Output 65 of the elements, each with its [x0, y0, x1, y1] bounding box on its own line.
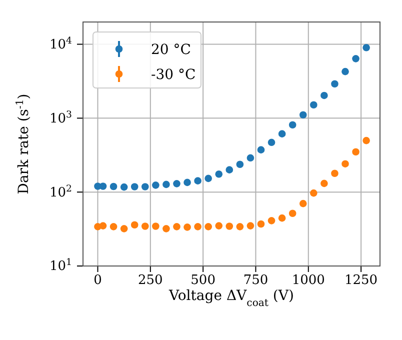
point — [310, 101, 318, 109]
point — [99, 182, 107, 190]
point — [299, 200, 307, 208]
point — [162, 225, 170, 232]
x-tick-label: 750 — [243, 273, 268, 288]
point — [268, 138, 276, 146]
point — [120, 183, 128, 191]
point — [184, 224, 191, 231]
point — [120, 225, 128, 232]
y-tick-label: 10$^{1}$ — [50, 256, 72, 274]
point — [173, 180, 180, 188]
point — [226, 222, 234, 230]
point — [215, 222, 223, 230]
point — [152, 182, 160, 189]
point — [110, 182, 118, 190]
x-axis-title: Voltage ΔV$_{coat}$ (V) — [168, 288, 294, 308]
point — [320, 92, 328, 100]
x-tick-label: 0 — [94, 273, 102, 288]
point — [362, 136, 370, 144]
x-tick-label: 500 — [190, 273, 216, 288]
point — [236, 160, 244, 168]
point — [99, 222, 107, 230]
point — [141, 183, 149, 190]
point — [246, 154, 254, 162]
point — [331, 80, 338, 88]
point — [288, 121, 296, 128]
y-tick-label: 10$^{2}$ — [50, 182, 72, 200]
point — [362, 44, 370, 52]
point — [268, 217, 276, 224]
point — [257, 146, 265, 154]
point — [162, 180, 170, 188]
point — [278, 130, 286, 138]
point — [288, 210, 296, 218]
point — [173, 223, 180, 230]
point — [320, 180, 328, 188]
point — [310, 189, 318, 197]
point — [278, 214, 286, 222]
point — [194, 177, 202, 184]
point — [152, 222, 160, 230]
x-tick-label: 1250 — [344, 273, 378, 288]
point — [342, 68, 349, 76]
point — [204, 223, 212, 230]
point — [130, 221, 138, 229]
point — [257, 220, 265, 228]
point — [184, 178, 191, 186]
legend-label: -30 °C — [151, 67, 196, 83]
point — [194, 223, 202, 230]
point — [226, 166, 234, 174]
point — [352, 55, 360, 62]
legend-label: 20 °C — [151, 42, 191, 58]
point — [331, 170, 338, 178]
point — [215, 170, 223, 178]
point — [110, 223, 118, 230]
point — [342, 160, 349, 168]
point — [204, 174, 212, 182]
point — [246, 222, 254, 230]
point — [299, 111, 307, 119]
y-tick-label: 10$^{4}$ — [50, 34, 72, 52]
x-tick-label: 250 — [138, 273, 163, 288]
point — [130, 183, 138, 190]
point — [141, 222, 149, 230]
x-tick-label: 1000 — [292, 273, 325, 288]
point — [352, 148, 360, 156]
y-tick-label: 10$^{3}$ — [50, 108, 72, 126]
point — [236, 223, 244, 230]
